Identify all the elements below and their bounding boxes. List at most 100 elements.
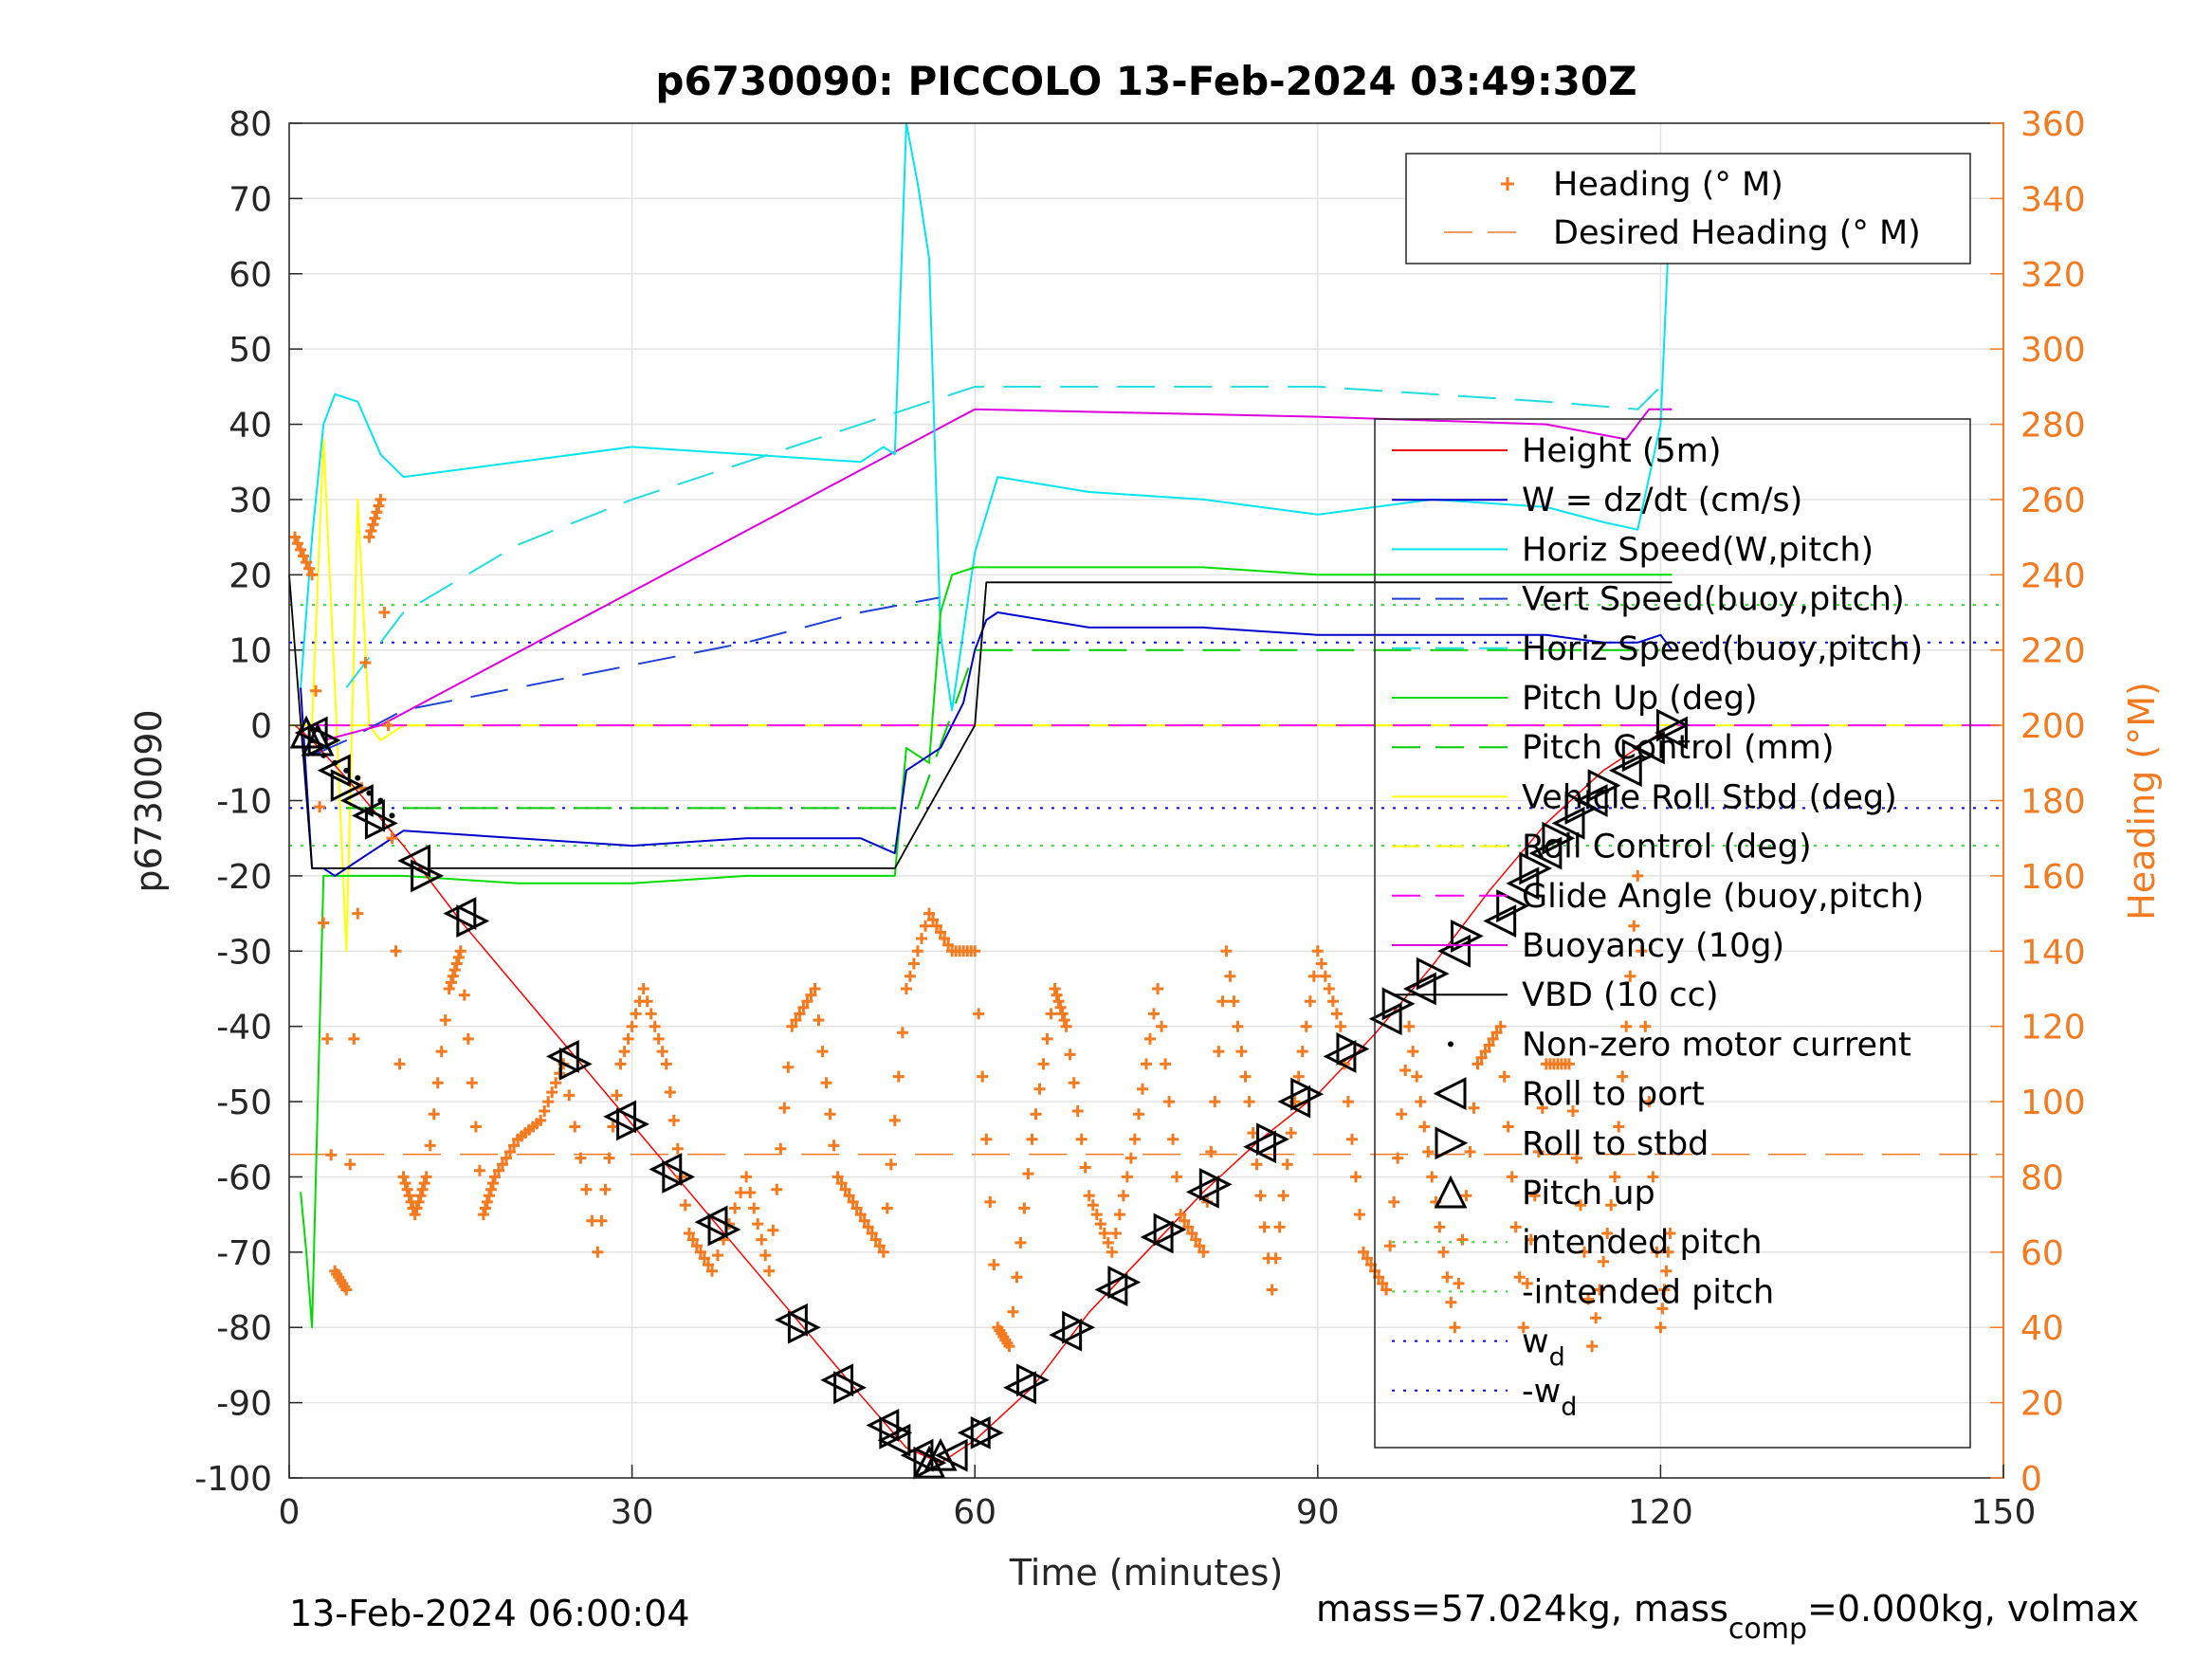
heading-point [801,995,814,1008]
roll-to-port-marker [1437,934,1471,968]
heading-point [469,1121,482,1133]
heading-point [1498,1070,1510,1083]
heading-point [424,1139,436,1152]
roll-to-port-marker [1506,866,1540,901]
roll-to-port-marker [397,844,431,878]
heading-point [1281,1158,1293,1171]
heading-point [1456,1233,1469,1246]
heading-point [580,1183,593,1195]
roll-to-port-marker [352,798,385,832]
heading-point [365,525,377,537]
heading-point [1490,1027,1503,1039]
heading-point [869,1233,882,1246]
chart-title: p6730090: PICCOLO 13-Feb-2024 03:49:30Z [655,58,1636,104]
heading-point [835,1177,848,1190]
heading-point [1479,1046,1491,1058]
roll-to-stbd-marker [1290,1077,1325,1111]
heading-point [301,556,313,569]
heading-point [1662,1246,1674,1258]
heading-point [462,1032,474,1045]
heading-point [382,720,394,732]
heading-point [1163,1096,1176,1108]
heading-point [740,1171,753,1183]
heading-point [1453,1277,1465,1289]
heading-point [1620,1020,1633,1032]
heading-point [1403,1020,1416,1032]
heading-point [1109,1228,1122,1239]
heading-point [1392,1152,1404,1164]
heading-point [656,1046,668,1058]
series-layer [288,122,2003,1464]
heading-point [1575,1199,1586,1212]
heading-point [1563,1058,1575,1070]
heading-point [1362,1252,1373,1265]
legend-label: Roll to port [1522,1076,1705,1114]
heading-point [386,832,398,845]
heading-point [904,970,916,982]
heading-point [1656,1303,1669,1315]
heading-point [1654,1322,1667,1334]
y-tick-label: -10 [216,783,272,822]
heading-point [794,1008,806,1020]
heading-point [782,1061,795,1073]
heading-point [375,493,387,505]
heading-point [1579,1246,1590,1258]
x-axis-label: Time (minutes) [1009,1552,1284,1594]
y-tick-label: -40 [216,1009,272,1048]
heading-point [1045,1008,1057,1020]
legend-label: Pitch Control (mm) [1522,729,1834,767]
heading-point [477,1209,489,1221]
heading-point [1483,1039,1495,1051]
roll-to-stbd-marker [1198,1167,1233,1201]
heading-point [1528,1190,1541,1202]
roll-to-stbd-marker [1416,957,1450,991]
roll-to-stbd-marker [1381,987,1416,1021]
x-tick-label: 120 [1628,1493,1693,1532]
legend-swatch-triangle [1433,1077,1467,1111]
heading-point [767,1224,779,1236]
heading-point [1167,1133,1179,1145]
heading-point [1007,1305,1019,1318]
heading-point [487,1177,499,1190]
heading-point [1660,1265,1673,1277]
heading-point [703,1259,714,1271]
heading-point [359,657,372,668]
heading-point [744,1187,757,1198]
y2-tick-label: 180 [2020,783,2086,822]
heading-point [1399,1065,1412,1076]
heading-point [1182,1221,1195,1233]
heading-point [1422,1146,1435,1158]
heading-point [1418,1121,1431,1133]
roll-to-stbd-marker [879,1415,913,1449]
legend-label: wd [1522,1323,1565,1373]
heading-point [489,1171,501,1183]
y-axis-right: 3603403203002802602402202001801601401201… [1990,105,2086,1499]
heading-point [393,1058,406,1070]
heading-point [439,1014,451,1027]
heading-point [843,1190,855,1202]
legend-label: Roll Control (deg) [1522,829,1812,866]
heading-point [935,926,946,939]
roll-to-port-marker [1528,836,1563,870]
heading-point [1144,1032,1156,1045]
heading-point [1124,1152,1137,1164]
y-tick-label: 60 [229,256,272,295]
heading-point [1220,945,1233,957]
heading-point [1567,1105,1579,1117]
heading-point [1273,1221,1286,1233]
roll-to-port-marker [1323,1039,1357,1073]
heading-point [1292,1070,1305,1083]
roll-to-stbd-marker [1336,1032,1370,1066]
roll-to-stbd-marker [1655,708,1690,742]
heading-point [378,607,391,618]
heading-point [1513,1271,1526,1284]
heading-point [1186,1228,1198,1239]
x-tick-label: 90 [1296,1493,1340,1532]
roll-to-stbd-marker [662,1160,696,1194]
heading-point [679,1199,691,1212]
heading-point [1334,1020,1346,1032]
roll-to-stbd-marker [1542,821,1576,855]
heading-point [1052,995,1065,1008]
heading-point [1624,970,1636,982]
heading-point [1079,1161,1091,1174]
